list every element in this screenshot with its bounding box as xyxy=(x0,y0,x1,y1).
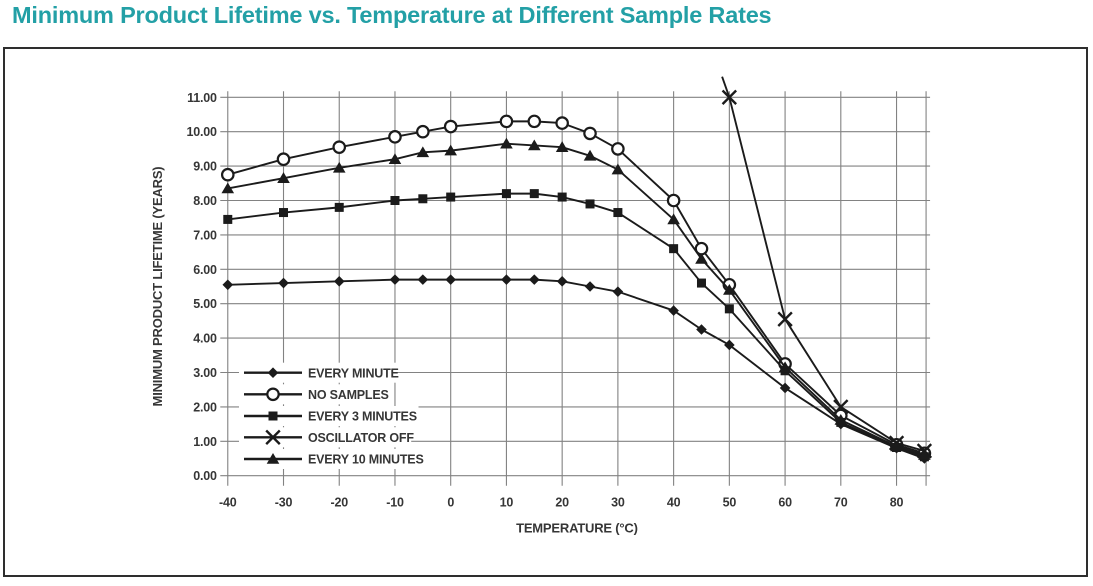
legend-label: OSCILLATOR OFF xyxy=(308,431,414,445)
series-line xyxy=(227,120,925,455)
legend-label: EVERY 10 MINUTES xyxy=(308,453,424,467)
legend: EVERY MINUTE NO SAMPLES EVERY 3 MINUTES OSC… xyxy=(239,362,426,469)
legend-marker-diamond-icon xyxy=(267,367,279,378)
y-tick-label: 5.00 xyxy=(193,297,217,311)
legend-label: NO SAMPLES xyxy=(308,388,389,402)
legend-label: EVERY 3 MINUTES xyxy=(308,410,417,424)
y-axis-tick-labels: 0.00 1.00 2.00 3.00 4.00 5.00 6.00 7.00 8.00 9.00… xyxy=(186,91,217,483)
series-oscillator-off xyxy=(721,76,933,459)
legend-label: EVERY MINUTE xyxy=(308,366,399,380)
x-tick-label: 10 xyxy=(500,496,514,510)
chart-frame: 0.00 1.00 2.00 3.00 4.00 5.00 6.00 7.00 8.00 9.00… xyxy=(3,47,1088,577)
y-tick-label: 4.00 xyxy=(193,332,217,346)
series-line xyxy=(721,76,925,452)
y-tick-label: 1.00 xyxy=(193,435,217,449)
legend-item-every-3-minutes: EVERY 3 MINUTES xyxy=(239,406,419,426)
series-line xyxy=(227,142,925,456)
y-tick-label: 11.00 xyxy=(187,91,217,105)
y-tick-label: 9.00 xyxy=(193,160,217,174)
x-tick-label: 60 xyxy=(778,496,792,510)
series-line xyxy=(227,192,925,458)
series-line xyxy=(227,278,925,460)
y-tick-label: 3.00 xyxy=(193,366,217,380)
legend-item-every-minute: EVERY MINUTE xyxy=(239,362,399,383)
x-axis-tick-labels: -40 -30 -20 -10 0 10 20 30 40 50 60 70 80 xyxy=(219,496,904,510)
legend-marker-triangle-icon xyxy=(266,453,280,464)
lifetime-vs-temperature-chart: 0.00 1.00 2.00 3.00 4.00 5.00 6.00 7.00 8.00 9.00… xyxy=(150,76,933,536)
legend-item-every-10-minutes: EVERY 10 MINUTES xyxy=(239,449,426,469)
series-every-10-minutes xyxy=(221,137,931,460)
x-tick-label: 50 xyxy=(723,496,737,510)
x-tick-label: -10 xyxy=(386,496,404,510)
x-tick-label: 30 xyxy=(611,496,625,510)
legend-item-oscillator-off: OSCILLATOR OFF xyxy=(239,427,415,448)
y-tick-label: 6.00 xyxy=(193,263,217,277)
legend-marker-x-icon xyxy=(265,429,281,445)
x-tick-label: -30 xyxy=(275,496,293,510)
y-tick-label: 8.00 xyxy=(193,194,217,208)
x-tick-label: 40 xyxy=(667,496,681,510)
legend-marker-circle-icon xyxy=(266,387,280,402)
x-tick-label: 70 xyxy=(834,496,848,510)
x-axis-title: TEMPERATURE (°C) xyxy=(516,521,638,536)
legend-marker-square-icon xyxy=(268,411,278,421)
legend-item-no-samples: NO SAMPLES xyxy=(239,384,389,405)
y-tick-label: 0.00 xyxy=(193,469,217,483)
x-tick-label: 0 xyxy=(447,496,454,510)
y-axis-title: MINIMUM PRODUCT LIFETIME (YEARS) xyxy=(150,167,165,407)
x-tick-label: 80 xyxy=(890,496,904,510)
page-title: Minimum Product Lifetime vs. Temperature… xyxy=(12,2,772,28)
x-tick-label: -40 xyxy=(219,496,237,510)
y-tick-label: 10.00 xyxy=(186,125,217,139)
x-tick-label: 20 xyxy=(555,496,569,510)
y-tick-label: 2.00 xyxy=(193,400,217,414)
y-tick-label: 7.00 xyxy=(193,228,217,242)
x-tick-label: -20 xyxy=(331,496,349,510)
